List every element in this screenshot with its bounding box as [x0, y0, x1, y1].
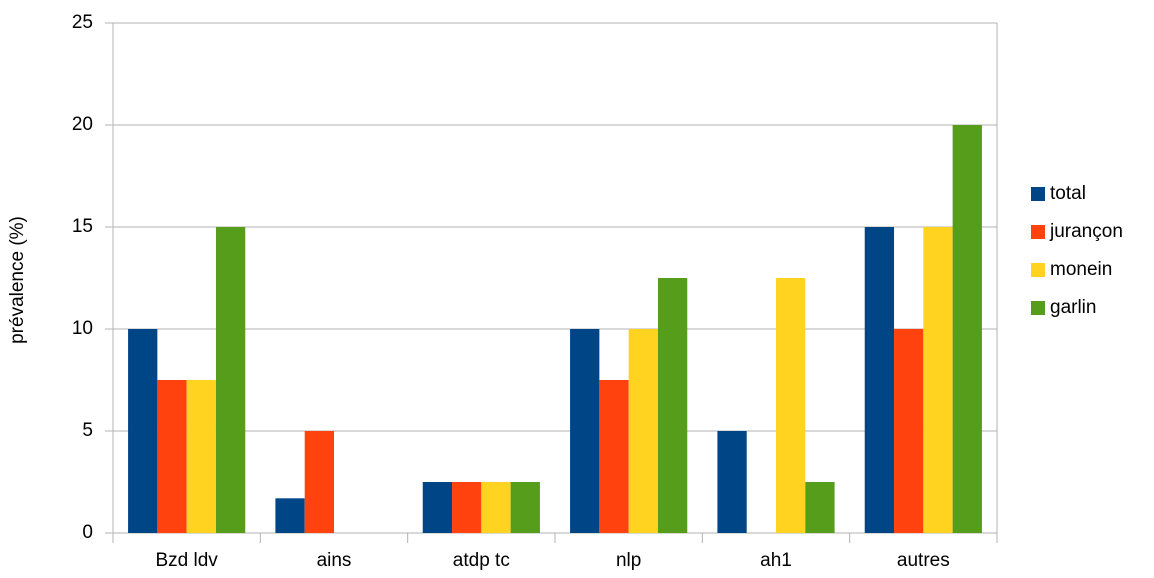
legend-swatch [1031, 301, 1045, 315]
bar [128, 329, 158, 533]
legend-label: total [1050, 183, 1086, 204]
legend-label: monein [1050, 259, 1112, 280]
x-tick-label: ah1 [760, 550, 792, 571]
x-tick-label: Bzd ldv [156, 550, 219, 571]
bar [894, 329, 924, 533]
bar [157, 380, 187, 533]
y-tick-label: 15 [72, 216, 93, 237]
legend-swatch [1031, 263, 1045, 277]
x-tick-label: atdp tc [453, 550, 510, 571]
legend-label: jurançon [1049, 221, 1123, 242]
bar [805, 482, 835, 533]
bar [717, 431, 747, 533]
legend-swatch [1031, 187, 1045, 201]
legend-swatch [1031, 225, 1045, 239]
bar [452, 482, 482, 533]
bar [304, 431, 334, 533]
bar [599, 380, 629, 533]
bar [628, 329, 658, 533]
bar [776, 278, 806, 533]
bar [923, 227, 953, 533]
y-axis-label: prévalence (%) [7, 216, 28, 344]
bar [215, 227, 246, 533]
bar [422, 482, 453, 533]
bar [275, 498, 305, 533]
bar [570, 329, 600, 533]
y-tick-label: 5 [82, 420, 93, 441]
bar [657, 278, 688, 533]
x-tick-label: ains [317, 550, 352, 571]
x-tick-label: autres [897, 550, 950, 571]
y-tick-label: 10 [72, 318, 93, 339]
bar [186, 380, 216, 533]
y-tick-label: 25 [72, 12, 93, 33]
bar [864, 227, 895, 533]
bar [952, 125, 982, 533]
x-tick-label: nlp [616, 550, 641, 571]
y-tick-label: 0 [82, 522, 93, 543]
y-tick-label: 20 [72, 114, 93, 135]
bar [510, 482, 540, 533]
bar [481, 482, 511, 533]
legend-label: garlin [1050, 297, 1096, 318]
